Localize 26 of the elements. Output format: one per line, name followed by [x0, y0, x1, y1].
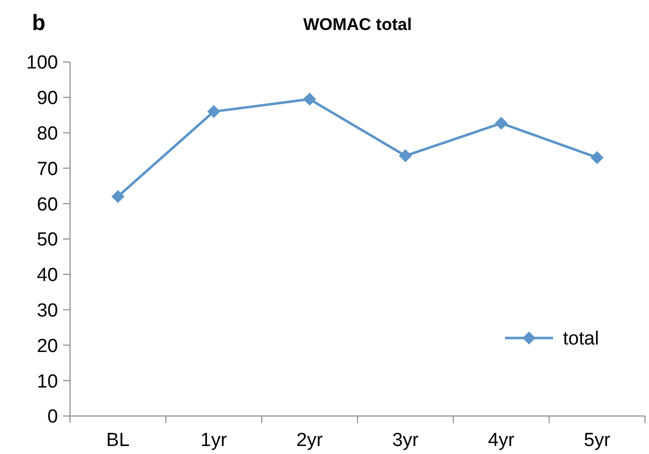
- y-tick-label: 100: [26, 52, 58, 74]
- x-tick-label: 2yr: [296, 430, 324, 451]
- point: [494, 116, 508, 130]
- x-tick-label: 5yr: [584, 430, 611, 451]
- y-tick-label: 40: [36, 265, 58, 286]
- point: [590, 151, 604, 164]
- y-tick-label: 0: [47, 406, 58, 428]
- y-tick-label: 90: [36, 88, 58, 110]
- x-tick-label: 1yr: [200, 430, 228, 451]
- y-tick-label: 30: [36, 300, 58, 322]
- y-tick-label: 10: [36, 371, 58, 392]
- x-tick-label: 4yr: [488, 430, 516, 451]
- text: b: [32, 10, 46, 35]
- x-tick-label: 3yr: [392, 430, 420, 451]
- y-tick-label: 70: [36, 158, 58, 180]
- x-tick-label: BL: [106, 430, 130, 451]
- chart-title: WOMAC total: [303, 15, 412, 34]
- y-tick-label: 20: [36, 336, 58, 357]
- point: [303, 92, 316, 106]
- legend-label: total: [563, 328, 599, 350]
- point: [111, 190, 124, 204]
- point: [398, 149, 412, 162]
- point: [207, 105, 220, 118]
- y-tick-label: 50: [36, 230, 58, 251]
- y-tick-label: 60: [36, 194, 58, 216]
- y-tick-label: 80: [36, 123, 58, 144]
